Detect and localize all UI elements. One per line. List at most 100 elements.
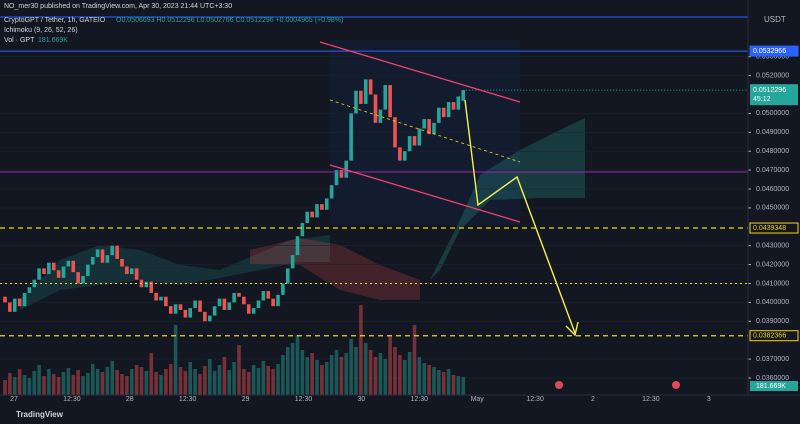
candle-body (188, 308, 193, 318)
y-tick-label: 0.0480000 (756, 148, 789, 155)
candle-body (334, 170, 339, 186)
candle-body (115, 245, 119, 259)
volume-bar (237, 345, 241, 395)
volume-bar (115, 370, 119, 395)
volume-bar (17, 369, 22, 395)
channel-line (329, 164, 521, 223)
candle-body (198, 300, 202, 312)
candle-body (441, 107, 446, 118)
candle-body (432, 122, 436, 135)
candle-body (339, 170, 344, 178)
candle-body (324, 198, 329, 210)
volume-bar (246, 372, 251, 395)
candle-body (383, 85, 388, 110)
candle-body (193, 300, 197, 309)
volume-bar (129, 369, 134, 395)
volume-bar (388, 335, 392, 395)
arrow-head (565, 321, 579, 337)
candle-body (427, 119, 431, 135)
volume-bar (207, 359, 212, 395)
volume-bar (305, 357, 310, 395)
volume-bar (8, 373, 12, 395)
volume-bar (290, 343, 295, 395)
candle-body (349, 113, 353, 161)
volume-bar (168, 364, 173, 395)
candle-body (451, 102, 456, 110)
candle-body (100, 249, 105, 263)
volume-bar (232, 362, 236, 395)
volume-bar (188, 362, 193, 395)
last-price-label: 0.0512296 (753, 87, 786, 94)
candle-body (61, 266, 66, 278)
x-tick-label: 12:30 (642, 396, 660, 403)
candle-body (212, 306, 217, 316)
volume-bar (412, 325, 417, 395)
candle-body (81, 275, 85, 284)
candle-body (86, 264, 90, 276)
symbol: CryptoGPT / Tether, 1h, GATEIO (4, 17, 106, 24)
volume-bar (266, 366, 271, 395)
event-icon[interactable] (672, 381, 680, 389)
candle-body (359, 90, 363, 104)
volume-bar (81, 376, 85, 395)
y-tick-label: 0.0490000 (756, 129, 789, 136)
candle-body (32, 279, 37, 288)
volume-bar (56, 377, 61, 395)
candle-body (164, 296, 168, 307)
candle-body (246, 304, 251, 314)
candle-body (90, 257, 95, 265)
candle-body (183, 309, 188, 318)
volume-bar (271, 369, 275, 395)
candle-body (168, 306, 173, 314)
footer (0, 406, 800, 424)
candle-body (217, 298, 222, 307)
y-tick-label: 0.0520000 (756, 72, 789, 79)
candle-body (285, 268, 290, 284)
volume-bar (139, 367, 144, 395)
volume-bar (261, 361, 266, 395)
last-price-box (750, 84, 798, 106)
projection-arrow (464, 99, 576, 334)
candle-body (95, 249, 100, 258)
volume-bar (432, 367, 436, 395)
volume-bar (42, 376, 46, 395)
volume-bar (334, 350, 339, 395)
volume-bar (120, 374, 124, 395)
candle-body (412, 136, 417, 146)
y-tick-label: 0.0390000 (756, 318, 789, 325)
candle-body (276, 294, 280, 307)
volume-bar (242, 369, 246, 395)
candle-body (456, 96, 461, 110)
candle-body (315, 204, 319, 218)
x-tick-label: 27 (10, 396, 18, 403)
candle-body (3, 296, 7, 303)
event-icon[interactable] (555, 381, 563, 389)
y-tick-label: 0.0410000 (756, 280, 789, 287)
candle-body (237, 292, 241, 297)
price-label-box (749, 222, 799, 234)
volume-bar (354, 347, 358, 395)
volume-bar (295, 335, 300, 395)
candle-body (22, 292, 27, 307)
volume-bar (90, 364, 95, 395)
candle-body (363, 79, 368, 104)
brand: TradingView (16, 410, 64, 419)
volume-bar (86, 373, 90, 395)
volume-bar (349, 339, 353, 395)
volume-bar (51, 374, 56, 395)
candle-body (320, 204, 324, 210)
y-tick-label: 0.0500000 (756, 110, 789, 117)
candle-body (51, 262, 56, 271)
candle-body (398, 147, 402, 161)
x-tick-label: 12:30 (526, 396, 544, 403)
candle-body (290, 255, 295, 269)
volume-bar (251, 365, 256, 395)
volume-bar (383, 359, 388, 395)
candle-body (256, 300, 261, 309)
volume-indicator: Vol · GPT (4, 37, 35, 44)
volume-bar (363, 343, 368, 395)
x-tick-label: 12:30 (179, 396, 197, 403)
volume-bar (47, 369, 51, 395)
volume-bar (227, 370, 232, 395)
